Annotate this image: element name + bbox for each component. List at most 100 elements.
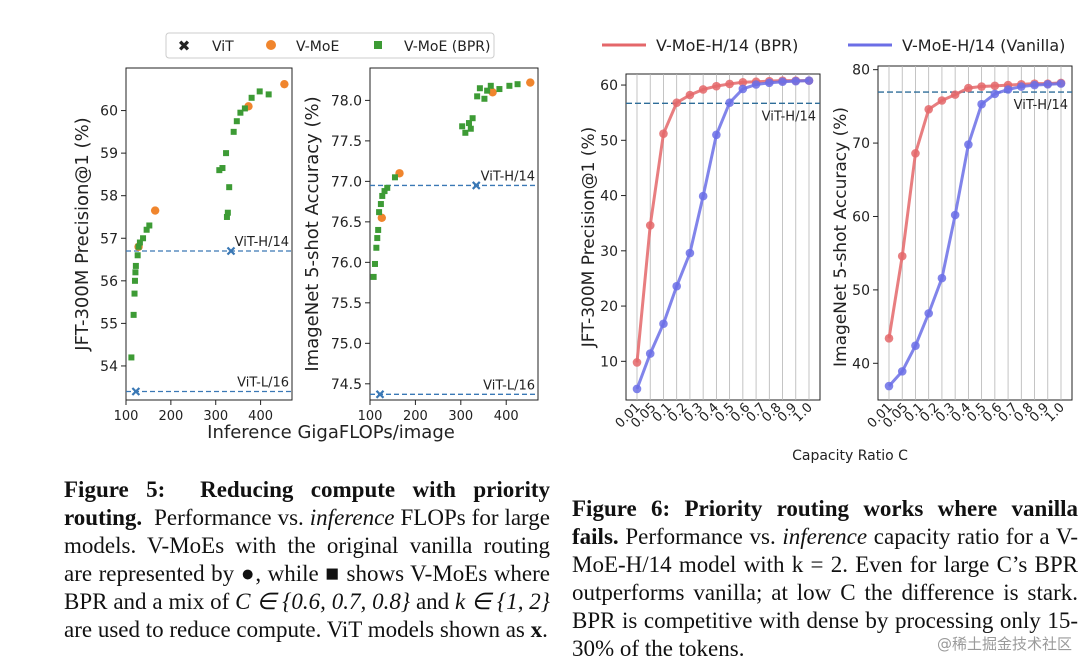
- bpr-point: [130, 311, 137, 318]
- bpr-point: [465, 120, 472, 127]
- bpr-point: [685, 90, 695, 100]
- y-tick-label: 76.0: [331, 255, 362, 271]
- fig5-jft-panel: 54 55 56 57 58 59 60 100 200 300 400 ViT-H/14 ViT-L…: [72, 67, 293, 424]
- fig5-imagenet-marks: [370, 78, 535, 399]
- vanilla-point: [725, 98, 734, 108]
- fig5-caption-label: Figure 5:: [64, 477, 166, 502]
- fig6-jft-panel: 1020304050600.010.050.10.20.30.40.50.60.…: [579, 73, 821, 431]
- y-tick-label: 74.5: [331, 377, 362, 393]
- vanilla-point: [1056, 79, 1066, 88]
- fig6-caption-italic: inference: [782, 524, 868, 549]
- y-tick-label: 30: [600, 244, 618, 260]
- vanilla-point: [672, 281, 681, 291]
- fig5-caption-bold-x: x: [530, 617, 543, 642]
- y-tick-label: 76.5: [331, 215, 362, 231]
- bpr-point: [738, 77, 748, 87]
- vanilla-point: [950, 210, 960, 220]
- vanilla-point: [698, 191, 708, 201]
- bpr-point: [484, 87, 491, 94]
- fig6-caption-text2: capacity ratio for a V-MoE-H/14 model wi…: [572, 524, 1079, 661]
- bpr-point: [506, 82, 513, 89]
- y-tick-label: 78.0: [331, 93, 362, 109]
- x-tick-label: 1.0: [1043, 400, 1068, 425]
- bpr-point: [924, 105, 933, 114]
- fig5-caption-text5: .: [542, 617, 548, 642]
- bpr-point: [128, 354, 135, 361]
- fig5-imagenet-ylabel: ImageNet 5-shot Accuracy (%): [302, 96, 323, 371]
- y-tick-label: 75.5: [331, 296, 362, 312]
- fig5-caption-math1: C ∈ {0.6, 0.7, 0.8}: [235, 589, 411, 614]
- vit-point: [226, 246, 236, 256]
- bpr-point: [230, 128, 237, 135]
- bpr-point: [977, 82, 986, 91]
- vanilla-point: [1030, 80, 1039, 90]
- fig5-legend-vit-marker: ✖: [178, 37, 191, 55]
- fig6-jft-reference-lines: ViT-H/14: [626, 102, 820, 124]
- bpr-point: [216, 167, 223, 174]
- bpr-point: [381, 188, 388, 195]
- vanilla-point: [632, 384, 642, 394]
- fig5-imagenet-reference-lines: ViT-H/14 ViT-L/16: [370, 169, 538, 395]
- bpr-point: [376, 209, 383, 216]
- bpr-point: [135, 243, 142, 250]
- vmoe-point: [150, 206, 160, 215]
- fig6-imagenet-panel: 40506070800.010.050.10.20.30.40.50.60.70…: [831, 63, 1073, 431]
- reference-line-label: ViT-H/14: [762, 109, 816, 124]
- fig5-legend-vit-label: ViT: [212, 39, 234, 55]
- bpr-point: [659, 129, 668, 138]
- vanilla-point: [685, 248, 695, 258]
- x-tick-label: 300: [203, 409, 228, 424]
- reference-line-label: ViT-L/16: [237, 375, 289, 390]
- bpr-point: [256, 88, 263, 95]
- bpr-point: [374, 235, 381, 242]
- vanilla-point: [738, 84, 748, 94]
- fig5-jft-ticks: 54 55 56 57 58 59 60 100 200 300 400: [100, 104, 273, 424]
- fig6-legend-bpr-label: V-MoE-H/14 (BPR): [656, 36, 798, 55]
- bpr-point: [712, 81, 721, 91]
- vanilla-point: [937, 273, 947, 283]
- fig6-legend: V-MoE-H/14 (BPR) V-MoE-H/14 (Vanilla): [602, 36, 1065, 55]
- fig6-jft-axes-frame: [625, 73, 821, 401]
- fig5-legend-box: [165, 32, 495, 59]
- bpr-point: [233, 118, 240, 125]
- vanilla-point: [911, 341, 920, 350]
- fig5-legend-vmoe-marker: [266, 40, 276, 50]
- bpr-point: [469, 115, 476, 122]
- vanilla-point: [977, 99, 986, 109]
- y-tick-label: 50: [852, 283, 870, 299]
- bpr-point: [672, 98, 681, 108]
- vmoe-point: [280, 79, 289, 89]
- reference-line-label: ViT-H/14: [1014, 98, 1068, 113]
- fig6-caption-label: Figure 6:: [572, 496, 671, 521]
- fig6-caption-text1: Performance vs.: [625, 524, 776, 549]
- vanilla-point: [804, 76, 814, 85]
- vanilla-point: [645, 349, 655, 358]
- fig5-imagenet-panel: 74.5 75.0 75.5 76.0 76.5 77.0 77.5 78.0 100 200 30…: [302, 67, 539, 424]
- fig6-imagenet-ylabel: ImageNet 5-shot Accuracy (%): [831, 107, 851, 367]
- fig5-imagenet-ticks: 74.5 75.0 75.5 76.0 76.5 77.0 77.5 78.0 100 200 30…: [331, 93, 519, 424]
- fig5-caption-math2: k ∈ {1, 2}: [455, 589, 550, 614]
- bpr-point: [476, 85, 483, 92]
- bpr-point: [884, 334, 894, 343]
- bpr-point: [964, 83, 973, 93]
- bpr-point: [371, 260, 378, 267]
- vanilla-point: [990, 89, 1000, 99]
- x-tick-label: 200: [158, 409, 183, 424]
- fig6-imagenet-marks: [884, 78, 1066, 391]
- bpr-point: [911, 149, 920, 158]
- vanilla-point: [1003, 85, 1013, 94]
- y-tick-label: 10: [600, 354, 618, 370]
- vanilla-point: [778, 77, 787, 87]
- bpr-point: [224, 209, 231, 216]
- bpr-point: [241, 105, 248, 112]
- fig5-caption-text1: Performance vs.: [154, 505, 304, 530]
- fig6-xlabel: Capacity Ratio C: [792, 448, 908, 464]
- fig6-imagenet-grid: [888, 66, 1062, 400]
- x-tick-label: 400: [494, 409, 519, 424]
- y-tick-label: 57: [100, 231, 118, 247]
- fig5-legend-bpr-label: V-MoE (BPR): [404, 39, 490, 55]
- y-tick-label: 56: [100, 274, 118, 290]
- y-tick-label: 70: [852, 136, 870, 152]
- vit-point: [375, 390, 385, 399]
